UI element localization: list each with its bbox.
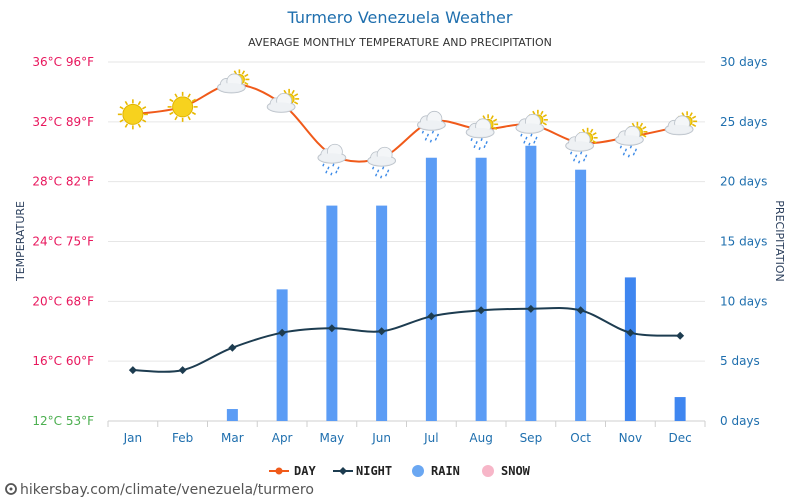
- sun-icon: [167, 91, 198, 122]
- rain-bar: [575, 169, 587, 421]
- partly-cloudy-icon: [266, 88, 300, 113]
- legend-snow-label: SNOW: [501, 464, 531, 478]
- legend-rain: RAIN: [412, 464, 460, 478]
- month-tick-label: Dec: [669, 431, 692, 445]
- precipitation-tick-label: 25 days: [720, 115, 767, 129]
- rain-bar: [425, 157, 437, 421]
- partly-cloudy-rain-icon: [515, 109, 548, 146]
- night-point: [576, 306, 585, 315]
- precipitation-axis-title: PRECIPITATION: [773, 200, 786, 281]
- rain-bar: [376, 205, 388, 421]
- day-temperature-line: [132, 83, 681, 163]
- legend-day: DAY: [269, 464, 316, 478]
- day-marker-icon: [275, 467, 283, 475]
- partly-cloudy-rain-icon: [614, 121, 648, 158]
- month-tick-label: Apr: [272, 431, 293, 445]
- precipitation-tick-label: 10 days: [720, 294, 767, 308]
- rain-bar: [226, 409, 238, 421]
- rain-cloud-icon: [317, 143, 347, 176]
- month-tick-label: Sep: [520, 431, 543, 445]
- month-tick-label: Aug: [469, 431, 492, 445]
- precipitation-tick-label: 5 days: [720, 354, 760, 368]
- night-point: [327, 324, 336, 333]
- weather-icons: [117, 69, 698, 179]
- chart-title: Turmero Venezuela Weather: [287, 8, 513, 27]
- month-tick-label: Oct: [570, 431, 591, 445]
- precipitation-tick-label: 20 days: [720, 175, 767, 189]
- partly-cloudy-rain-icon: [465, 114, 499, 151]
- temperature-axis-ticks: 12°C 53°F 16°C 60°F 20°C 68°F 24°C 75°F 28°C…: [32, 55, 94, 428]
- night-point: [228, 343, 237, 352]
- night-point: [128, 366, 137, 375]
- month-tick-label: Jan: [123, 431, 143, 445]
- legend-snow: SNOW: [482, 464, 531, 478]
- month-tick-label: Feb: [172, 431, 193, 445]
- legend-night: NIGHT: [333, 464, 392, 478]
- rain-bar: [475, 157, 487, 421]
- precipitation-tick-label: 30 days: [720, 55, 767, 69]
- partly-cloudy-icon: [664, 111, 698, 136]
- month-tick-label: Jul: [423, 431, 438, 445]
- legend-rain-label: RAIN: [431, 464, 460, 478]
- rain-bar: [276, 289, 288, 421]
- temperature-tick-label: 24°C 75°F: [32, 235, 94, 249]
- month-tick-label: May: [319, 431, 344, 445]
- day-line-path: [132, 83, 681, 163]
- temperature-tick-label: 32°C 89°F: [32, 115, 94, 129]
- month-axis-ticks: Jan Feb Mar Apr May Jun Jul Aug Sep Oct Nov Dec: [123, 431, 692, 445]
- partly-cloudy-rain-icon: [565, 127, 598, 164]
- source-url[interactable]: hikersbay.com/climate/venezuela/turmero: [20, 482, 314, 498]
- temperature-tick-label: 36°C 96°F: [32, 55, 94, 69]
- temperature-tick-label: 28°C 82°F: [32, 175, 94, 189]
- precipitation-axis-ticks: 0 days 5 days 10 days 15 days 20 days 25 days…: [720, 55, 767, 428]
- night-point: [626, 328, 635, 337]
- rain-bar: [674, 397, 686, 421]
- partly-cloudy-icon: [216, 69, 250, 94]
- rain-swatch-icon: [412, 465, 424, 477]
- legend: DAY NIGHT RAIN SNOW: [269, 464, 531, 478]
- rain-cloud-icon: [416, 110, 446, 143]
- night-point: [427, 312, 436, 321]
- month-tick-label: Mar: [221, 431, 244, 445]
- rain-bar: [326, 205, 338, 421]
- rain-bars: [226, 145, 686, 421]
- rain-cloud-icon: [367, 146, 397, 179]
- temperature-tick-label: 16°C 60°F: [32, 354, 94, 368]
- rain-bar: [624, 277, 636, 421]
- night-point: [477, 306, 486, 315]
- snow-swatch-icon: [482, 465, 494, 477]
- night-temperature-line: [128, 304, 685, 375]
- footer: hikersbay.com/climate/venezuela/turmero: [5, 482, 314, 498]
- temperature-axis-title: TEMPERATURE: [14, 201, 27, 282]
- sun-icon: [117, 99, 148, 130]
- location-pin-icon: [5, 483, 17, 495]
- night-point: [278, 328, 287, 337]
- legend-day-label: DAY: [294, 464, 316, 478]
- precipitation-tick-label: 0 days: [720, 414, 760, 428]
- temperature-tick-label: 12°C 53°F: [32, 414, 94, 428]
- rain-bar: [525, 145, 537, 421]
- night-point: [676, 331, 685, 340]
- temperature-tick-label: 20°C 68°F: [32, 294, 94, 308]
- legend-night-label: NIGHT: [356, 464, 392, 478]
- night-point: [526, 304, 535, 313]
- month-tick-label: Nov: [619, 431, 642, 445]
- month-tick-label: Jun: [371, 431, 391, 445]
- night-line-path: [132, 307, 681, 373]
- night-point: [178, 366, 187, 375]
- night-point: [377, 327, 386, 336]
- chart-subtitle: AVERAGE MONTHLY TEMPERATURE AND PRECIPIT…: [248, 36, 552, 49]
- precipitation-tick-label: 15 days: [720, 235, 767, 249]
- night-marker-icon: [339, 467, 347, 475]
- gridlines: [107, 61, 706, 427]
